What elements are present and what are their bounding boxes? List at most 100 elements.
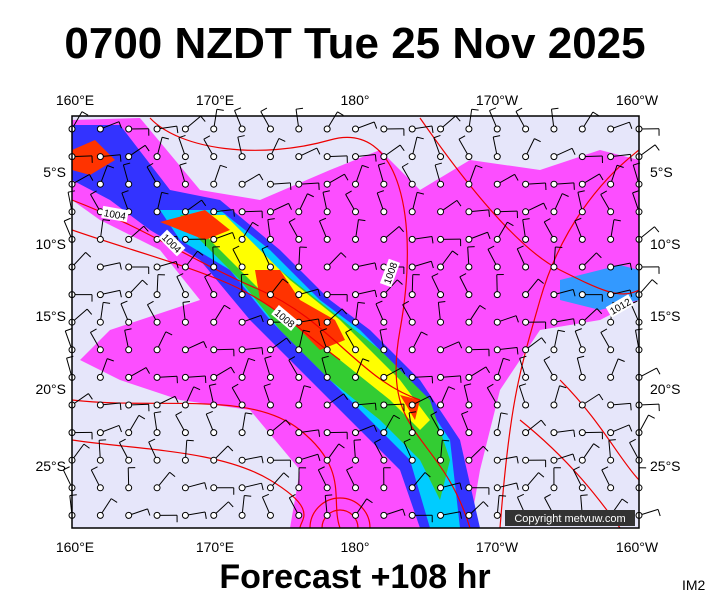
barb-flag (147, 508, 151, 516)
barb-flag (600, 328, 608, 333)
station (578, 291, 586, 299)
barb-flag (318, 429, 321, 437)
barb-flag (138, 414, 146, 420)
barb-flag (322, 190, 330, 193)
barb-flag (321, 355, 329, 359)
station (465, 125, 473, 133)
station (352, 373, 359, 381)
lon-label-top: 170°W (476, 92, 519, 108)
station (493, 208, 501, 216)
barb-flag (499, 494, 507, 497)
station (153, 456, 161, 464)
station (522, 456, 530, 464)
station (578, 208, 586, 216)
barb-flag (307, 193, 314, 198)
station (266, 429, 274, 437)
station (493, 346, 501, 354)
station (380, 125, 388, 133)
station (493, 429, 501, 437)
barb-flag (107, 358, 114, 362)
barb-flag (220, 164, 228, 169)
barb-flag (648, 414, 655, 419)
lat-label-left: 25°S (35, 458, 66, 474)
barb-flag (402, 300, 410, 306)
station (181, 429, 189, 437)
station (266, 153, 274, 161)
lat-label-left: 20°S (35, 381, 66, 397)
station (323, 401, 331, 409)
station (210, 235, 218, 243)
barb-flag (459, 375, 462, 383)
station (437, 456, 445, 464)
station (352, 208, 359, 216)
station (266, 318, 274, 326)
station (380, 429, 388, 437)
barb-flag (656, 367, 661, 375)
barb-flag (119, 154, 122, 162)
barb-flag (572, 453, 576, 461)
barb-flag (375, 300, 383, 305)
station (607, 291, 615, 299)
barb-flag (534, 138, 541, 143)
station (266, 125, 274, 133)
barb-flag (401, 162, 409, 168)
station (522, 235, 530, 243)
barb-flag (431, 125, 434, 133)
barb-flag (89, 174, 94, 181)
station (153, 291, 161, 299)
barb-flag (500, 412, 508, 415)
station (408, 373, 416, 381)
station (352, 263, 359, 271)
station (295, 180, 303, 188)
lon-label-top: 180° (341, 92, 370, 108)
station (465, 373, 473, 381)
barb-flag (303, 385, 311, 389)
station (493, 511, 501, 519)
barb-flag (514, 174, 519, 181)
station (125, 125, 133, 133)
barb-flag (374, 262, 377, 270)
station (607, 235, 615, 243)
station (522, 153, 530, 161)
station (352, 484, 359, 492)
station (238, 484, 246, 492)
barb-flag (264, 355, 272, 359)
barb-flag (402, 508, 406, 516)
station (380, 318, 388, 326)
barb-flag (142, 279, 148, 286)
barb-flag (358, 219, 366, 222)
barb-flag (596, 308, 603, 315)
station (437, 318, 445, 326)
station (465, 456, 473, 464)
barb-flag (317, 454, 321, 462)
barb-flag (580, 494, 588, 496)
station (181, 153, 189, 161)
station (493, 318, 501, 326)
lat-label-right: 5°S (650, 164, 673, 180)
barb-flag (577, 355, 585, 359)
station (153, 208, 161, 216)
barb-flag (537, 278, 544, 284)
station (550, 208, 558, 216)
station (210, 429, 218, 437)
barb-flag (557, 329, 565, 333)
station (181, 235, 189, 243)
station (550, 153, 558, 161)
station (352, 511, 359, 519)
station (266, 401, 274, 409)
barb-flag (121, 190, 129, 194)
station (380, 153, 388, 161)
barb-flag (487, 232, 491, 239)
barb-flag (630, 154, 632, 162)
barb-flag (632, 190, 640, 194)
barb-flag (593, 443, 600, 449)
barb-flag (119, 262, 122, 270)
station (323, 153, 331, 161)
barb-flag (416, 136, 424, 140)
station (408, 235, 416, 243)
barb-flag (374, 154, 377, 162)
lon-label-top: 160°W (616, 92, 659, 108)
barb-flag (459, 511, 462, 519)
station (522, 180, 530, 188)
